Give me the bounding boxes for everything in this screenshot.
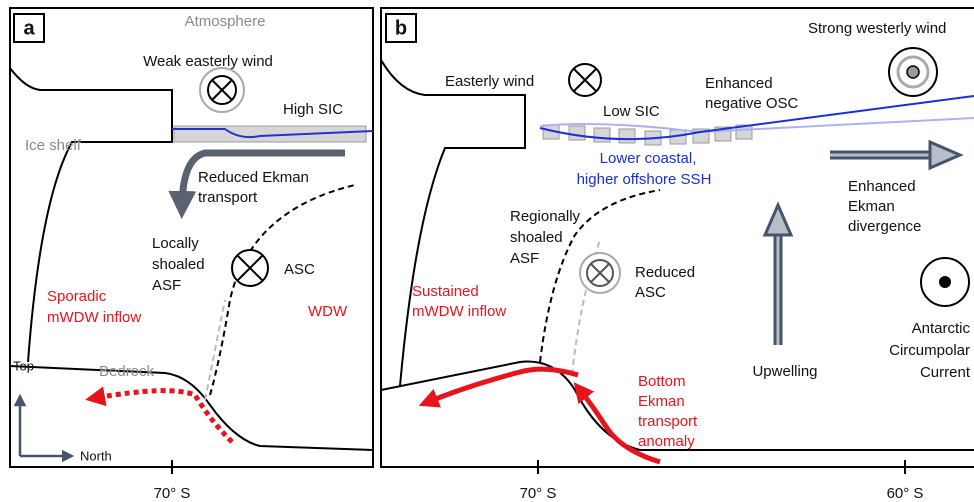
ssh-label: Lower coastal,: [600, 150, 697, 167]
floe: [735, 124, 753, 140]
inflow-label: mWDW inflow: [412, 303, 506, 320]
acc-label: Circumpolar: [889, 342, 970, 359]
asc-label: Reduced: [635, 264, 695, 281]
floe: [618, 128, 636, 144]
lat-label: 60° S: [887, 485, 924, 502]
westerly-ring: [896, 55, 930, 89]
ekman-arrow: [168, 149, 345, 219]
upwelling-arrow: [762, 201, 794, 345]
acc-label: Antarctic: [912, 320, 971, 337]
bottom-label: Ekman: [638, 393, 685, 410]
floe: [593, 127, 611, 143]
asc-symbol: [586, 259, 614, 287]
bottom-ekman-arrow: [573, 382, 661, 465]
ssh-line: [172, 128, 374, 139]
divergence-label: divergence: [848, 218, 921, 235]
compass-right-label: North: [80, 448, 112, 463]
wind-cross: [211, 79, 233, 101]
floe: [568, 125, 586, 141]
asf-label: Locally: [152, 235, 199, 252]
osc-label: Enhanced: [705, 75, 773, 92]
asf-front-lower: [204, 299, 226, 401]
panel-a: a Atmosphere Weak easterly wind High SIC…: [9, 7, 374, 502]
arrow-head: [762, 201, 794, 237]
panel-b: b: [380, 7, 974, 502]
wind-symbol: [207, 75, 237, 105]
bottom-label: Bottom: [638, 373, 686, 390]
ice-shelf-outline: [381, 59, 526, 387]
panel-frame: [9, 7, 374, 468]
sic-label: High SIC: [283, 101, 343, 118]
bedrock-outline: [9, 365, 374, 451]
divergence-label: Enhanced: [848, 178, 916, 195]
panel-b-content: b: [381, 13, 974, 465]
asf-label: shoaled: [152, 256, 205, 273]
asf-label: shoaled: [510, 229, 563, 246]
asc-label: ASC: [635, 284, 666, 301]
westerly-label: Strong westerly wind: [808, 20, 946, 37]
panel-label: a: [23, 17, 35, 39]
compass-up-label: Top: [13, 358, 34, 373]
bottom-label: anomaly: [638, 433, 695, 450]
ssh-label: higher offshore SSH: [577, 171, 712, 188]
westerly-dot: [906, 65, 920, 79]
asf-front: [539, 189, 661, 363]
label-box: [385, 13, 417, 43]
inflow-label: Sporadic: [47, 288, 107, 305]
ekman-label: transport: [198, 189, 258, 206]
wdw-label: WDW: [308, 303, 348, 320]
bottom-label: transport: [638, 413, 698, 430]
divergence-arrow: [830, 139, 964, 171]
atmosphere: Atmosphere: [185, 13, 266, 30]
sic-label: Low SIC: [603, 103, 660, 120]
acc-label: Current: [920, 364, 971, 381]
label-box: [13, 13, 45, 43]
lat-label: 70° S: [520, 485, 557, 502]
ice-shelf-outline: [9, 67, 173, 363]
asc-label: ASC: [284, 261, 315, 278]
lat-label: 70° S: [154, 485, 191, 502]
asc-cross: [236, 254, 264, 282]
inflow-label: mWDW inflow: [47, 309, 141, 326]
inflow-arrow: [85, 386, 234, 444]
panel-label: b: [395, 17, 407, 39]
asf-label: ASF: [152, 277, 181, 294]
asf-front: [209, 184, 356, 396]
inflow-arrow: [418, 366, 579, 408]
sea-ice-floes: [542, 124, 753, 146]
ssh-line-ref: [539, 117, 974, 134]
acc-dot: [939, 276, 951, 288]
asf-label: Regionally: [510, 208, 581, 225]
upwelling-label: Upwelling: [752, 363, 817, 380]
inflow-label: Sustained: [412, 283, 479, 300]
easterly-cross: [573, 68, 597, 92]
ssh-line: [539, 95, 974, 141]
panel-frame: [380, 7, 974, 468]
asc-cross: [590, 263, 610, 283]
wind-label: Weak easterly wind: [143, 53, 273, 70]
bedrock-label: Bedrock: [99, 363, 155, 380]
ekman-label: Reduced Ekman: [198, 169, 309, 186]
asf-label: ASF: [510, 250, 539, 267]
ice-shelf-label: Ice shelf: [25, 137, 82, 154]
arrow-head: [928, 139, 964, 171]
easterly-label: Easterly wind: [445, 73, 534, 90]
divergence-label: Ekman: [848, 198, 895, 215]
osc-label: negative OSC: [705, 95, 799, 112]
